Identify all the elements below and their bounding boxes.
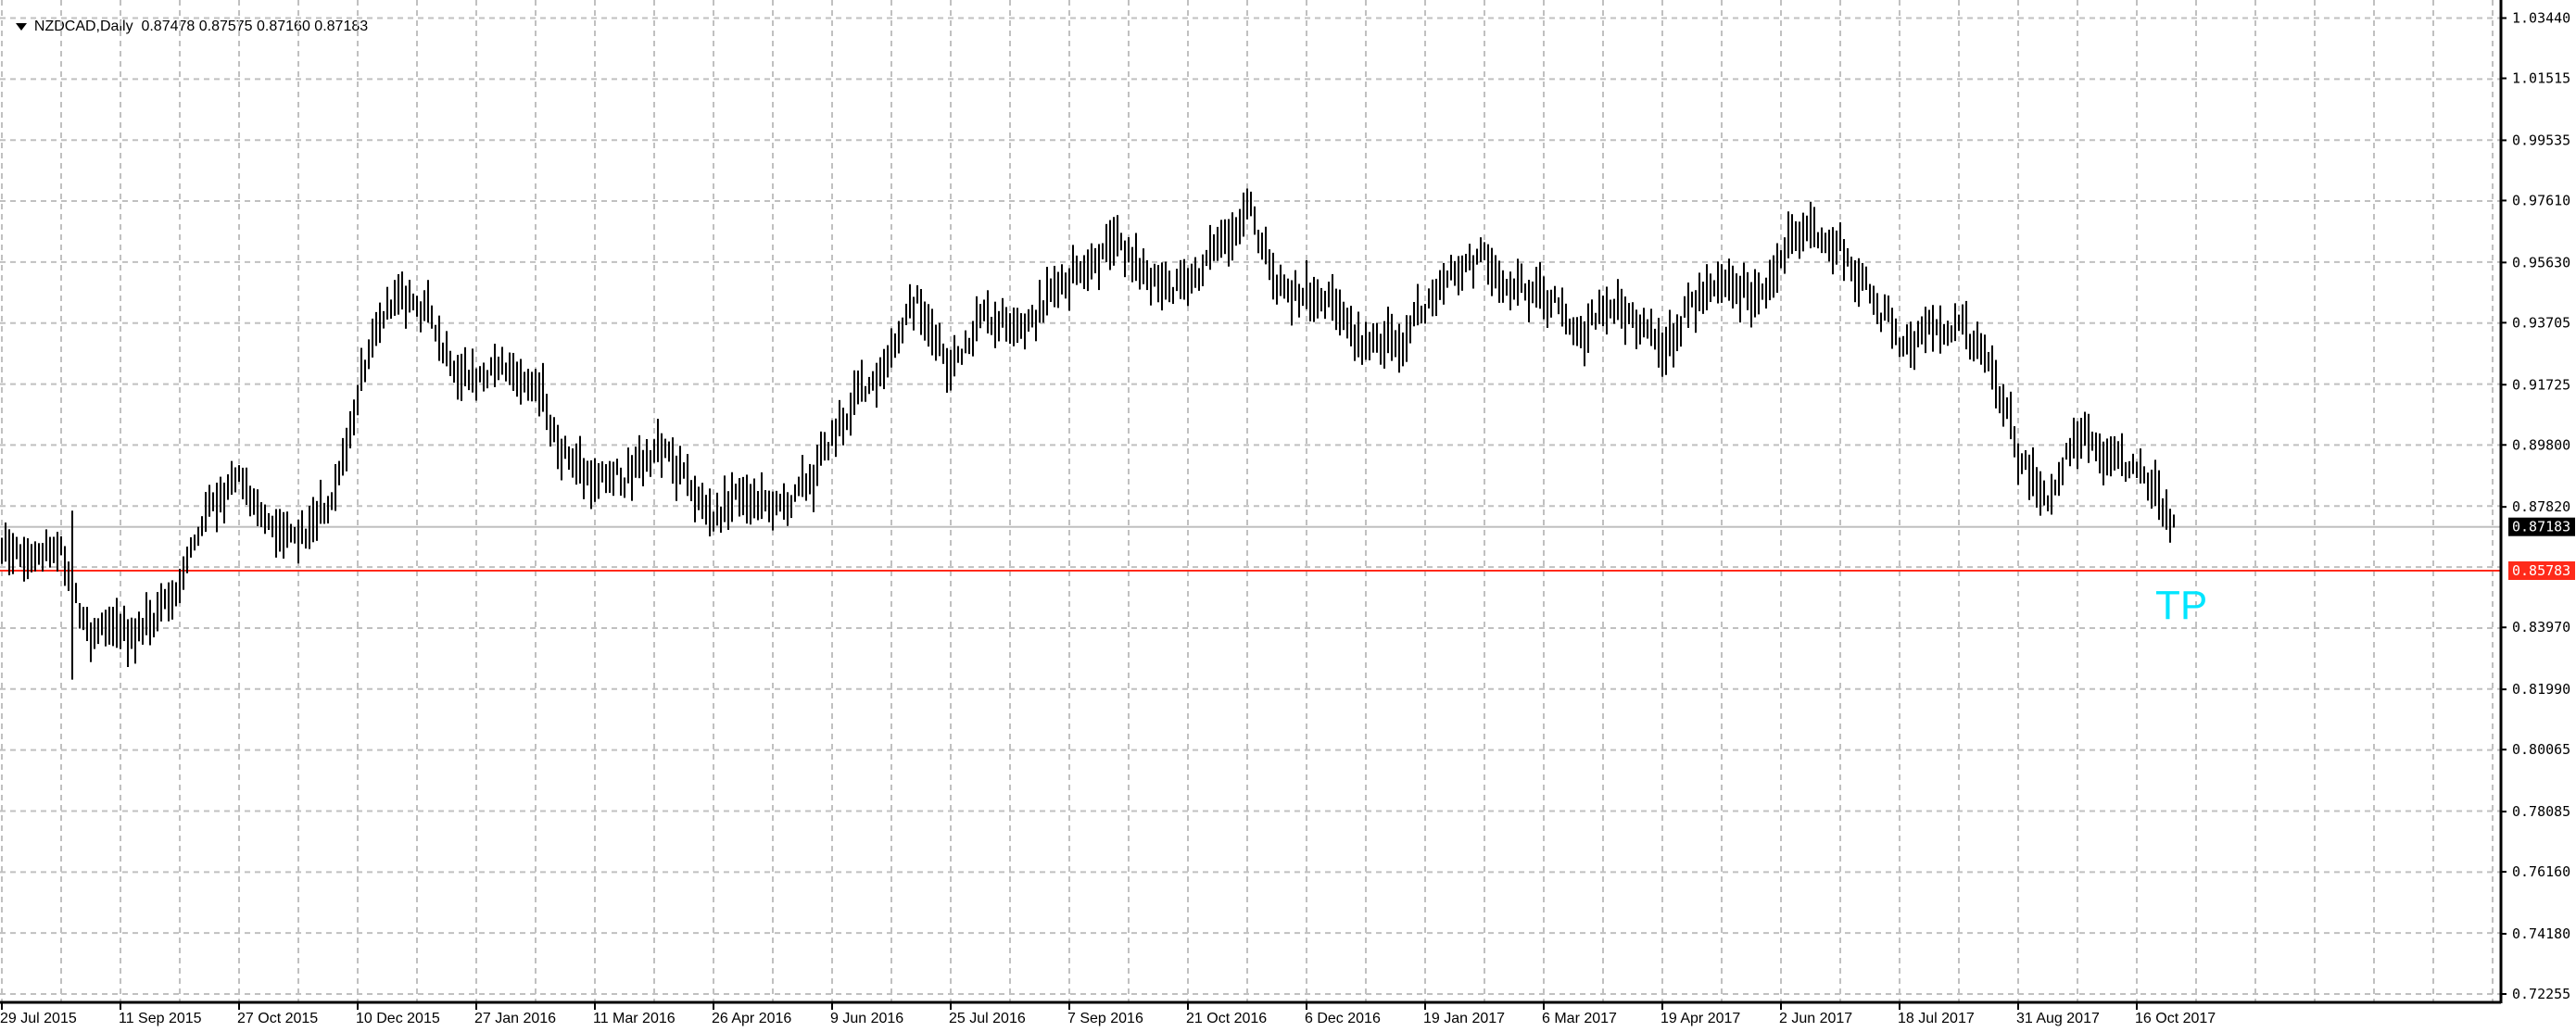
time-tick-label: 2 Jun 2017 [1779,1011,1852,1026]
time-tick-label: 7 Sep 2016 [1067,1011,1143,1026]
time-tick-label: 6 Dec 2016 [1305,1011,1381,1026]
symbol-label: NZDCAD,Daily [33,19,133,34]
collapse-triangle-icon[interactable] [15,22,27,31]
time-tick-label: 25 Jul 2016 [949,1011,1026,1026]
grid [0,0,2501,1002]
time-tick-label: 6 Mar 2017 [1542,1011,1617,1026]
time-tick-label: 18 Jul 2017 [1898,1011,1975,1026]
time-tick-label: 29 Jul 2015 [0,1011,77,1026]
price-tick-label: 0.78085 [2512,803,2570,820]
time-tick-label: 31 Aug 2017 [2016,1011,2100,1026]
price-tick-label: 0.81990 [2512,681,2570,698]
time-tick-label: 10 Dec 2015 [356,1011,440,1026]
current-price-label-background [2508,517,2575,536]
time-tick-label: 9 Jun 2016 [830,1011,903,1026]
price-lines [0,525,2501,572]
price-tick-label: 0.91725 [2512,376,2570,393]
price-tick-label: 0.83970 [2512,619,2570,636]
price-tick-label: 0.89800 [2512,436,2570,453]
tp-price-label: 0.85783 [2512,562,2570,579]
price-tick-label: 1.01515 [2512,70,2570,87]
price-tick-label: 0.87820 [2512,498,2570,515]
price-tick-label: 0.72255 [2512,986,2570,1002]
tp-price-label-background [2508,560,2575,580]
time-tick-label: 16 Oct 2017 [2135,1011,2216,1026]
price-tick-label: 1.03440 [2512,10,2570,27]
ohlc-bars [1,188,2175,680]
tp-annotation[interactable]: TP [2155,583,2207,628]
price-tick-label: 0.74180 [2512,925,2570,942]
time-tick-label: 11 Sep 2015 [119,1011,202,1026]
price-tick-label: 0.99535 [2512,132,2570,148]
time-tick-label: 11 Mar 2016 [593,1011,676,1026]
time-tick-label: 27 Jan 2016 [474,1011,556,1026]
price-tick-label: 0.95630 [2512,254,2570,271]
time-tick-label: 26 Apr 2016 [712,1011,791,1026]
current-price-label: 0.87183 [2512,519,2570,535]
time-tick-label: 21 Oct 2016 [1186,1011,1267,1026]
time-tick-label: 19 Jan 2017 [1423,1011,1505,1026]
time-tick-label: 19 Apr 2017 [1661,1011,1740,1026]
price-tick-label: 0.93705 [2512,314,2570,331]
price-tick-label: 0.97610 [2512,192,2570,208]
price-tick-label: 0.76160 [2512,863,2570,880]
price-tick-label: 0.80065 [2512,741,2570,758]
time-tick-label: 27 Oct 2015 [237,1011,318,1026]
